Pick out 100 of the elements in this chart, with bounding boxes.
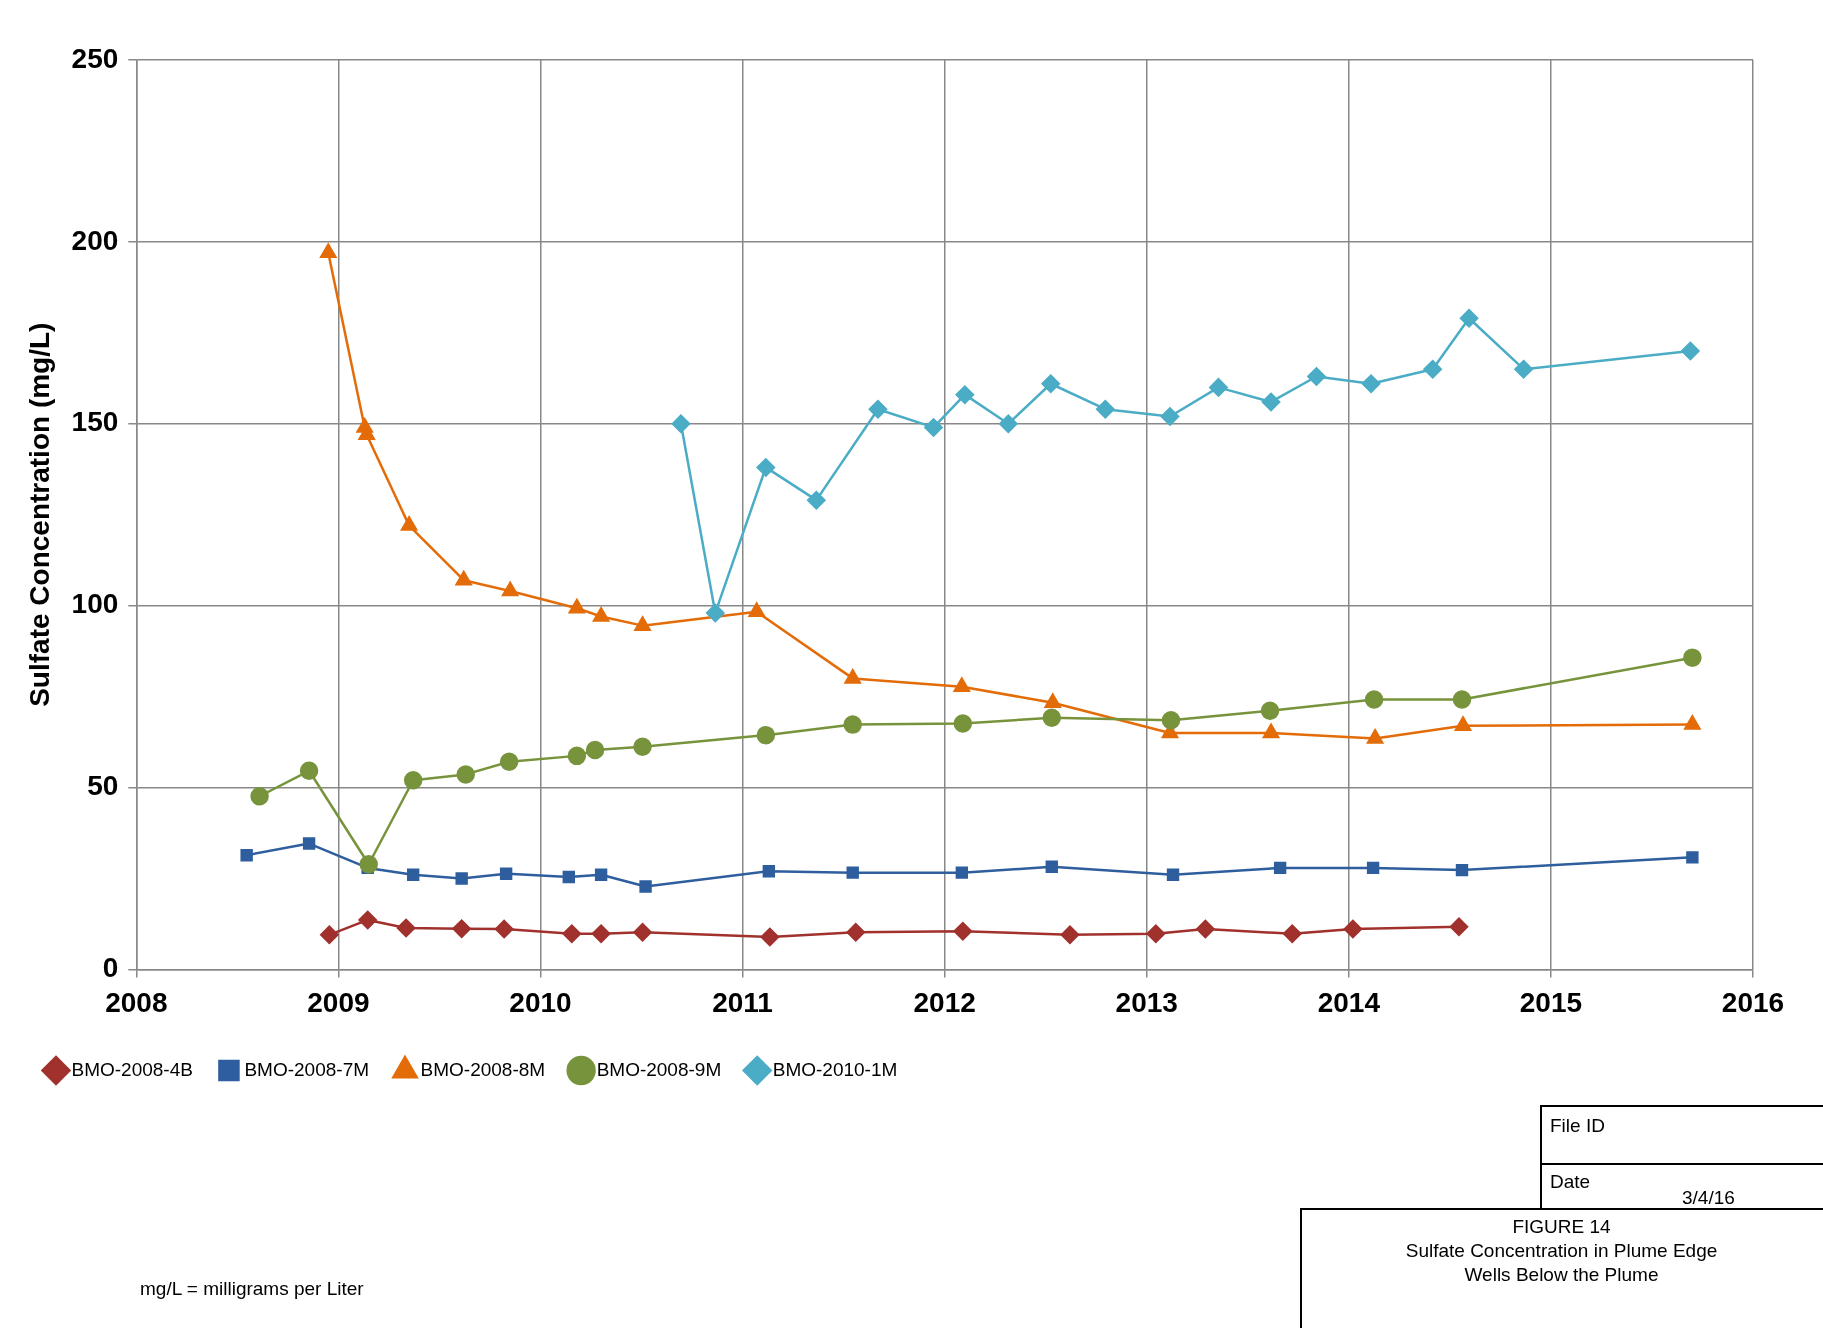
y-tick-label: 200 [71, 224, 119, 256]
point [320, 925, 339, 945]
x-tick-label: 2010 [509, 986, 572, 1018]
point [756, 725, 776, 745]
y-tick-label: 50 [87, 770, 119, 802]
point [499, 752, 519, 771]
legend-label: BMO-2008-7M [244, 1058, 370, 1080]
legend-label: BMO-2008-8M [420, 1058, 546, 1080]
point [562, 924, 582, 943]
point [1681, 341, 1700, 361]
x-tick-label: 2014 [1317, 986, 1381, 1018]
x-tick-label: 2015 [1519, 986, 1583, 1018]
point [633, 737, 652, 757]
point [1282, 924, 1302, 943]
point [1454, 716, 1472, 731]
point [396, 918, 416, 938]
point [868, 399, 888, 419]
point [1260, 701, 1280, 721]
point [320, 243, 337, 259]
point [1209, 378, 1228, 397]
point [953, 921, 973, 941]
point [494, 919, 514, 939]
point [953, 714, 973, 733]
point [1307, 367, 1326, 386]
point [240, 848, 253, 862]
point [1684, 715, 1701, 730]
point [1161, 710, 1181, 730]
point [358, 910, 377, 930]
point [1449, 917, 1469, 937]
point [594, 868, 608, 882]
point [760, 927, 780, 947]
point [1361, 374, 1381, 393]
point [502, 581, 519, 597]
point [639, 880, 652, 893]
point [562, 870, 575, 884]
point [1455, 863, 1469, 877]
point [302, 837, 316, 850]
point [1423, 359, 1442, 379]
point [953, 677, 971, 693]
point [452, 919, 471, 938]
point [955, 866, 969, 879]
legend-label: BMO-2008-4B [71, 1058, 193, 1080]
point [1273, 861, 1287, 875]
y-tick-label: 100 [71, 588, 119, 620]
text: mg/L = milligrams per Liter [140, 1278, 364, 1300]
point [591, 924, 611, 943]
point [1196, 919, 1215, 939]
point [1096, 399, 1115, 419]
point [1366, 729, 1384, 744]
point [1042, 708, 1062, 727]
point [1364, 690, 1384, 709]
legend-label: BMO-2008-9M [596, 1058, 722, 1080]
point [568, 598, 586, 614]
point [592, 607, 610, 622]
point [843, 715, 862, 734]
point [1044, 693, 1061, 709]
y-tick-label: 150 [71, 406, 119, 438]
point [1343, 919, 1363, 939]
y-tick-label: 0 [102, 952, 119, 984]
point [456, 765, 475, 784]
point [585, 740, 605, 760]
point [1366, 861, 1380, 875]
point [1041, 374, 1060, 393]
point [250, 787, 269, 806]
point [1459, 309, 1479, 328]
point [359, 855, 378, 874]
x-tick-label: 2013 [1115, 986, 1178, 1018]
point [1160, 407, 1180, 426]
point [1514, 359, 1533, 379]
text: Sulfate Concentration in Plume Edge Wells Below the Plume [1404, 1239, 1719, 1287]
text: Date [1550, 1171, 1591, 1193]
point [846, 923, 865, 942]
legend-label: BMO-2010-1M [772, 1058, 898, 1080]
y-tick-label: 250 [71, 42, 119, 74]
x-tick-label: 2011 [712, 986, 773, 1018]
point [567, 746, 587, 766]
x-tick-label: 2012 [913, 986, 976, 1018]
text: 3/4/16 [1682, 1187, 1735, 1209]
point [499, 867, 513, 880]
point [748, 602, 765, 618]
point [1686, 851, 1699, 864]
x-tick-label: 2008 [105, 986, 168, 1018]
point [671, 414, 691, 434]
point [706, 603, 725, 623]
point [844, 669, 861, 684]
point [1045, 860, 1058, 874]
point [924, 418, 943, 437]
x-tick-label: 2009 [307, 986, 370, 1018]
caption: FIGURE 14 [1511, 1215, 1612, 1239]
point [406, 868, 420, 882]
point [756, 458, 776, 477]
point [455, 872, 468, 885]
point [955, 385, 975, 404]
point [403, 771, 423, 790]
point [400, 516, 418, 531]
point [1262, 723, 1280, 739]
point [1683, 648, 1702, 667]
y-axis-title: Sulfate Concentration (mg/L) [23, 322, 55, 707]
point [999, 414, 1018, 434]
point [846, 866, 859, 879]
